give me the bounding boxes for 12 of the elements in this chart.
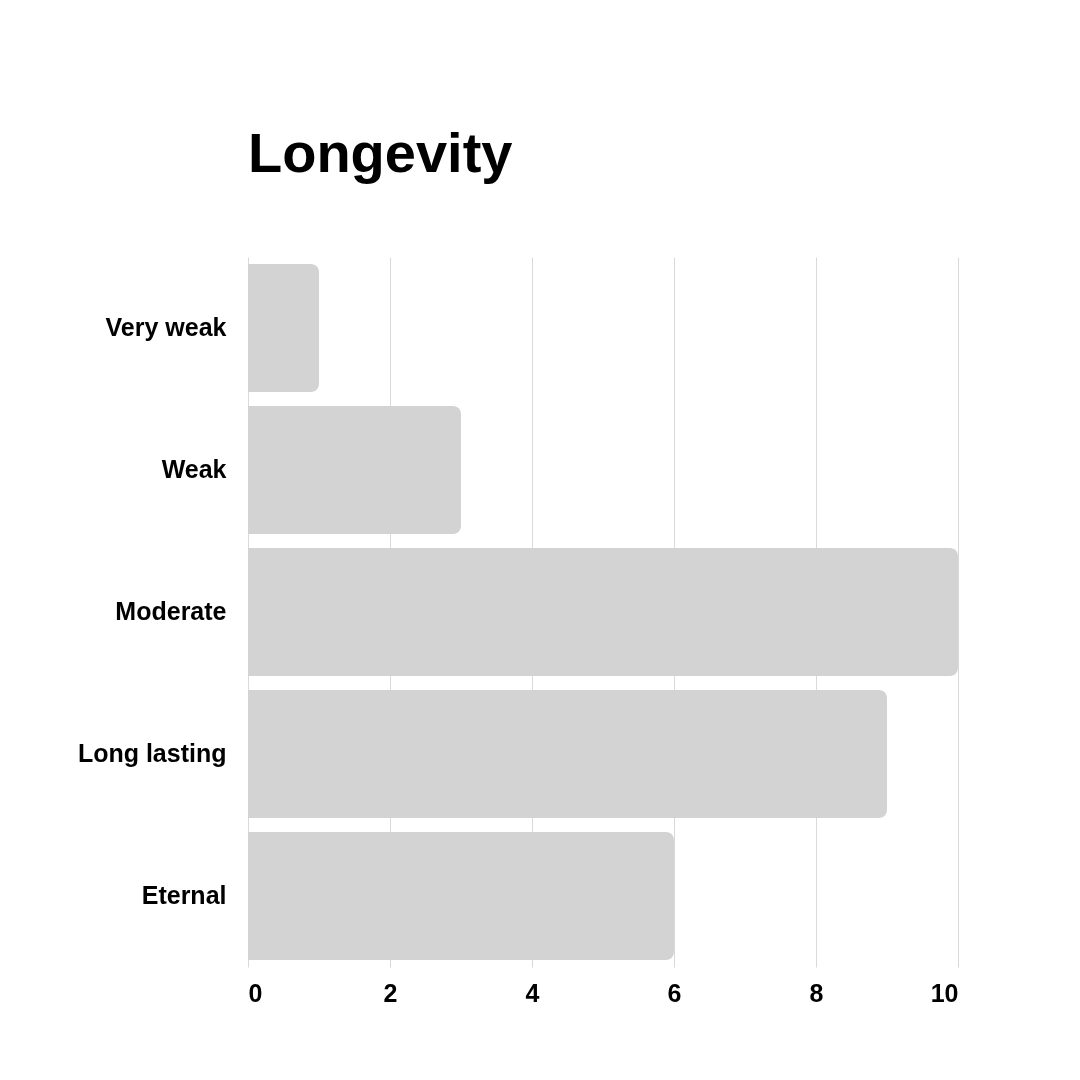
x-tick-label: 10 <box>930 978 959 1007</box>
x-tick-label: 0 <box>248 978 263 1007</box>
y-tick-label: Very weak <box>105 313 227 341</box>
x-tick-label: 4 <box>525 978 540 1007</box>
x-tick-label: 6 <box>667 978 682 1007</box>
chart-title: Longevity <box>248 121 513 184</box>
y-tick-label: Moderate <box>115 597 227 625</box>
y-tick-label: Eternal <box>141 881 227 909</box>
x-tick-label: 8 <box>809 978 824 1007</box>
y-tick-label: Long lasting <box>77 739 227 767</box>
y-tick-label: Weak <box>161 455 227 483</box>
x-tick-label: 2 <box>383 978 398 1007</box>
